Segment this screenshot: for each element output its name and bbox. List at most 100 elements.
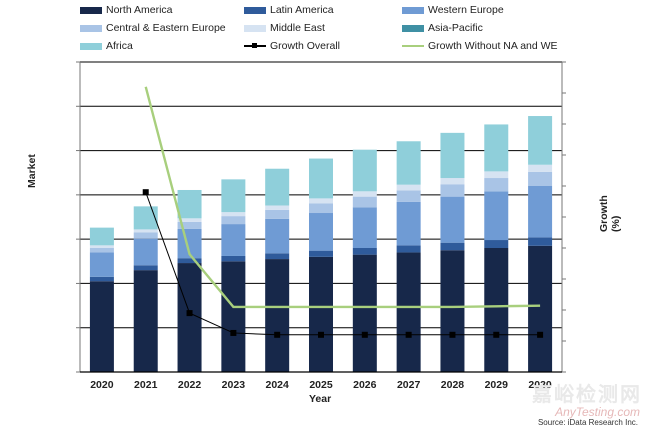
legend-item: Latin America — [244, 4, 334, 16]
bar-segment-middle-east — [133, 229, 158, 233]
x-tick-label: 2020 — [90, 379, 114, 391]
line-point — [274, 331, 281, 338]
legend-label: Western Europe — [428, 4, 504, 16]
bar-segment-western-europe — [221, 224, 246, 256]
bar-segment-africa — [396, 141, 421, 185]
bar-segment-middle-east — [89, 245, 114, 248]
bar-segment-north-america — [396, 252, 421, 372]
line-point — [318, 331, 324, 338]
bar-segment-latin-america — [177, 258, 202, 264]
x-tick-label: 2025 — [309, 379, 333, 391]
square-marker-icon — [252, 43, 257, 48]
bar-segment-africa — [89, 227, 114, 246]
bar-segment-north-america — [309, 256, 333, 372]
x-tick-label: 2026 — [353, 379, 377, 391]
legend-label: North America — [106, 4, 173, 16]
legend-label: Central & Eastern Europe — [106, 22, 226, 34]
bar-segment-latin-america — [396, 245, 421, 253]
bar-segment-central-eastern-europe — [309, 203, 333, 214]
legend-item: Growth Overall — [244, 40, 340, 52]
bar-segment-western-europe — [396, 201, 421, 246]
bar-segment-western-europe — [440, 196, 465, 243]
x-tick-label: 2023 — [222, 379, 246, 391]
legend-label: Middle East — [270, 22, 325, 34]
line-point — [142, 189, 149, 196]
legend-line-sample — [402, 45, 424, 47]
x-tick-label: 2022 — [178, 379, 202, 391]
bar-segment-africa — [352, 149, 377, 192]
legend-item: Asia-Pacific — [402, 22, 483, 34]
bar-segment-middle-east — [309, 198, 333, 204]
legend-item: Middle East — [244, 22, 325, 34]
bar-segment-latin-america — [133, 265, 158, 271]
growth-lines — [142, 86, 544, 338]
bar-segment-latin-america — [352, 248, 377, 255]
bar-segment-latin-america — [221, 255, 246, 262]
bar-segment-middle-east — [221, 212, 246, 217]
legend-swatch — [402, 6, 424, 14]
x-tick-label: 2027 — [397, 379, 421, 391]
bar-segment-latin-america — [440, 242, 465, 251]
x-tick-label: 2030 — [528, 379, 552, 391]
bar-segment-north-america — [89, 281, 114, 372]
line-point — [537, 331, 544, 338]
bar-segment-western-europe — [133, 238, 158, 266]
legend-swatch — [80, 24, 102, 32]
bar-segment-latin-america — [309, 250, 333, 257]
bar-segment-middle-east — [396, 184, 421, 191]
x-tick-label: 2024 — [266, 379, 290, 391]
legend-swatch — [80, 42, 102, 50]
bar-segment-latin-america — [528, 237, 553, 246]
bar-segment-middle-east — [440, 178, 465, 185]
line-point — [449, 331, 456, 338]
bar-segment-north-america — [133, 270, 158, 372]
x-axis-title: Year — [309, 393, 332, 405]
line-point — [493, 331, 500, 338]
bar-segment-middle-east — [352, 191, 377, 197]
legend-label: Growth Without NA and WE — [428, 40, 558, 52]
bar-segment-middle-east — [177, 218, 202, 222]
bar-segment-western-europe — [89, 252, 114, 277]
bar-segment-africa — [309, 158, 333, 199]
bar-segment-central-eastern-europe — [133, 232, 158, 239]
line-point — [230, 329, 237, 336]
line-point — [361, 331, 368, 338]
legend-item: Western Europe — [402, 4, 504, 16]
watermark-cn: 嘉峪检测网 — [532, 384, 642, 406]
axes — [76, 61, 566, 373]
legend-item: Growth Without NA and WE — [402, 40, 558, 52]
bar-segment-africa — [265, 168, 290, 206]
bar-segment-central-eastern-europe — [396, 190, 421, 202]
bar-segment-western-europe — [484, 191, 509, 241]
bar-segment-central-eastern-europe — [484, 178, 509, 192]
bar-segment-western-europe — [309, 213, 333, 251]
bar-segment-north-america — [265, 259, 290, 372]
bar-segment-western-europe — [265, 218, 290, 254]
legend-item: Central & Eastern Europe — [80, 22, 226, 34]
legend-swatch — [80, 6, 102, 14]
bar-segment-north-america — [352, 254, 377, 372]
bar-segment-central-eastern-europe — [528, 171, 553, 186]
bar-segment-africa — [528, 116, 553, 165]
source-note: Source: iData Research Inc. — [537, 418, 638, 427]
legend-label: Africa — [106, 40, 133, 52]
legend-item: Africa — [80, 40, 133, 52]
bar-segment-western-europe — [528, 186, 553, 238]
bar-segment-north-america — [528, 245, 553, 372]
bar-segment-latin-america — [265, 253, 290, 260]
legend-line-sample — [244, 43, 266, 48]
line-point — [186, 310, 193, 317]
bar-segment-middle-east — [484, 171, 509, 179]
line-point — [405, 331, 412, 338]
x-tick-label: 2029 — [485, 379, 509, 391]
line-growth-without-na-and-we — [144, 86, 541, 309]
bar-segment-central-eastern-europe — [177, 221, 202, 229]
bar-segment-africa — [440, 132, 465, 179]
legend-label: Latin America — [270, 4, 334, 16]
bar-segment-central-eastern-europe — [265, 209, 290, 219]
legend-item: North America — [80, 4, 173, 16]
bar-segment-north-america — [440, 250, 465, 372]
bar-segment-north-america — [484, 248, 509, 372]
legend-label: Growth Overall — [270, 40, 341, 52]
